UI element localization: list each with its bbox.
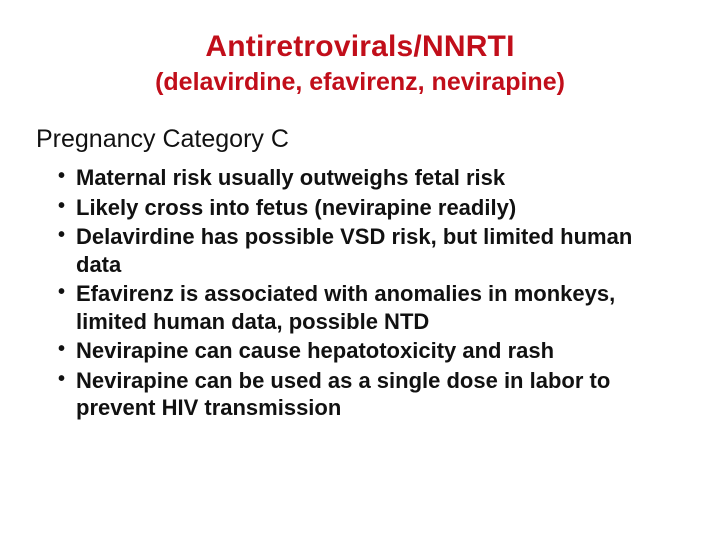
list-item: Likely cross into fetus (nevirapine read… bbox=[58, 194, 680, 222]
bullet-list: Maternal risk usually outweighs fetal ri… bbox=[58, 164, 690, 422]
list-item: Efavirenz is associated with anomalies i… bbox=[58, 280, 680, 335]
slide-subtitle: (delavirdine, efavirenz, nevirapine) bbox=[30, 68, 690, 97]
list-item: Nevirapine can be used as a single dose … bbox=[58, 367, 680, 422]
list-item: Delavirdine has possible VSD risk, but l… bbox=[58, 223, 680, 278]
section-heading: Pregnancy Category C bbox=[36, 125, 690, 154]
list-item: Maternal risk usually outweighs fetal ri… bbox=[58, 164, 680, 192]
slide-title: Antiretrovirals/NNRTI bbox=[30, 30, 690, 64]
list-item: Nevirapine can cause hepatotoxicity and … bbox=[58, 337, 680, 365]
slide: Antiretrovirals/NNRTI (delavirdine, efav… bbox=[0, 0, 720, 540]
